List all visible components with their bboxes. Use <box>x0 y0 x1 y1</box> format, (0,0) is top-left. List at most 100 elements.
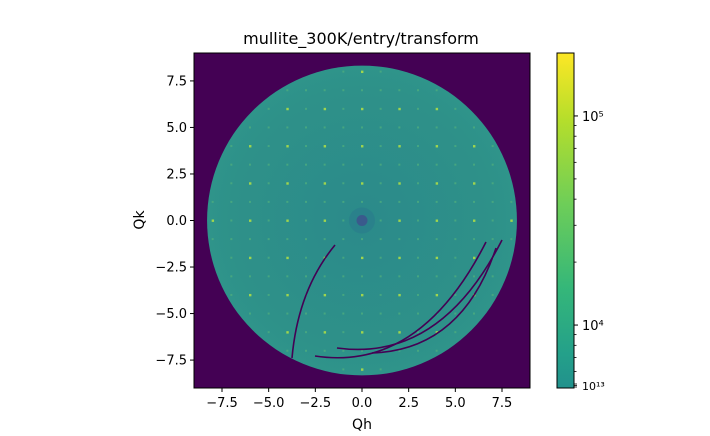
bragg-spot <box>379 200 382 203</box>
bragg-spot <box>361 275 363 278</box>
heatmap-area <box>194 53 530 388</box>
y-axis: 7.5 5.0 2.5 0.0 −2.5 −5.0 −7.5 <box>155 74 194 369</box>
bragg-spot <box>361 331 364 334</box>
bragg-spot <box>230 219 233 222</box>
bragg-spot <box>342 107 345 110</box>
colorbar-bottom-labels: 10¹³ <box>582 380 605 393</box>
detector-gap <box>371 247 497 354</box>
bragg-spot <box>473 275 475 278</box>
bragg-spot <box>435 293 439 297</box>
bragg-spot <box>454 145 457 148</box>
bragg-spot <box>305 219 307 222</box>
bragg-spot <box>379 145 382 148</box>
bragg-spot <box>305 145 307 148</box>
y-tick-label: 2.5 <box>166 167 187 182</box>
bragg-spot <box>398 126 401 129</box>
bragg-spot <box>305 349 307 352</box>
bragg-spot <box>286 219 289 222</box>
bragg-spot <box>417 275 419 278</box>
bragg-spot <box>249 256 252 260</box>
bragg-spot <box>473 145 476 148</box>
bragg-spot <box>491 275 494 278</box>
bragg-spot <box>379 126 382 129</box>
bragg-spot <box>361 238 363 241</box>
colorbar-tick-label: 10⁵ <box>582 110 604 125</box>
bragg-spot <box>342 256 345 259</box>
bragg-spot <box>211 200 214 203</box>
bragg-spot <box>417 89 419 92</box>
bragg-spot <box>342 312 345 315</box>
bragg-spot <box>249 182 252 185</box>
bragg-spot <box>510 219 513 222</box>
bragg-spot <box>267 256 270 259</box>
bragg-spot <box>323 200 326 203</box>
bragg-spot <box>417 145 419 148</box>
bragg-spot <box>454 275 457 278</box>
colorbar: 10⁴ 10⁵ 10¹³ <box>556 52 605 393</box>
bragg-spot <box>323 163 326 166</box>
bragg-spot <box>305 126 307 129</box>
bragg-spot <box>473 126 475 129</box>
bragg-spot <box>286 126 289 129</box>
bragg-spot <box>435 126 438 129</box>
bragg-spot <box>398 107 401 111</box>
bragg-spot <box>435 145 439 148</box>
bragg-spot <box>305 256 307 259</box>
bragg-spot <box>361 126 363 129</box>
bragg-spot <box>342 163 345 166</box>
bragg-spot <box>286 275 289 278</box>
bragg-spot <box>342 293 345 296</box>
bragg-spot <box>398 275 401 278</box>
y-tick-label: 0.0 <box>166 214 187 229</box>
bragg-spot <box>323 145 327 148</box>
bragg-spot <box>323 182 327 185</box>
bragg-spot <box>361 349 363 352</box>
bragg-spot <box>230 275 233 278</box>
bragg-spot <box>305 238 307 241</box>
bragg-spot <box>454 200 457 203</box>
bragg-spot <box>379 182 382 185</box>
bragg-spot <box>473 219 476 222</box>
x-tick-label: 5.0 <box>445 396 466 411</box>
bragg-spot <box>491 200 494 203</box>
bragg-spot <box>249 200 251 203</box>
detector-gap <box>336 239 503 351</box>
y-tick-label: −2.5 <box>155 261 187 276</box>
bragg-spot <box>473 256 476 260</box>
bragg-spot <box>323 219 327 222</box>
bragg-spot <box>342 349 345 352</box>
bragg-spot <box>454 219 457 222</box>
bragg-spot <box>435 219 439 222</box>
bragg-spot <box>379 256 382 259</box>
bragg-spot <box>417 349 419 352</box>
bragg-spot <box>454 293 457 296</box>
bragg-spot <box>249 219 252 222</box>
bragg-spot <box>379 107 382 110</box>
bragg-spot <box>510 238 513 241</box>
colorbar-frame <box>556 52 575 389</box>
central-spot-group <box>349 207 375 234</box>
bragg-spot <box>323 238 326 241</box>
bragg-spot <box>230 238 233 241</box>
bragg-spot <box>454 163 457 166</box>
bragg-spot <box>249 312 251 315</box>
bragg-spot <box>491 182 494 185</box>
bragg-spot <box>379 238 382 241</box>
bragg-spot <box>286 145 289 148</box>
bragg-spot <box>379 219 382 222</box>
x-tick-label: 0.0 <box>352 396 373 411</box>
bragg-spot <box>361 256 364 260</box>
bragg-spot <box>305 107 307 110</box>
colorbar-gradient <box>557 53 574 388</box>
bragg-spot <box>342 145 345 148</box>
bragg-spot <box>435 349 438 352</box>
bragg-spot <box>267 163 270 166</box>
bragg-spot <box>435 89 438 92</box>
bragg-spot <box>379 275 382 278</box>
x-tick-label: 7.5 <box>492 396 513 411</box>
bragg-spot <box>435 182 439 185</box>
bragg-spot <box>491 293 494 296</box>
bragg-spot <box>454 331 457 334</box>
bragg-spot <box>417 219 419 222</box>
bragg-spot <box>454 238 457 241</box>
